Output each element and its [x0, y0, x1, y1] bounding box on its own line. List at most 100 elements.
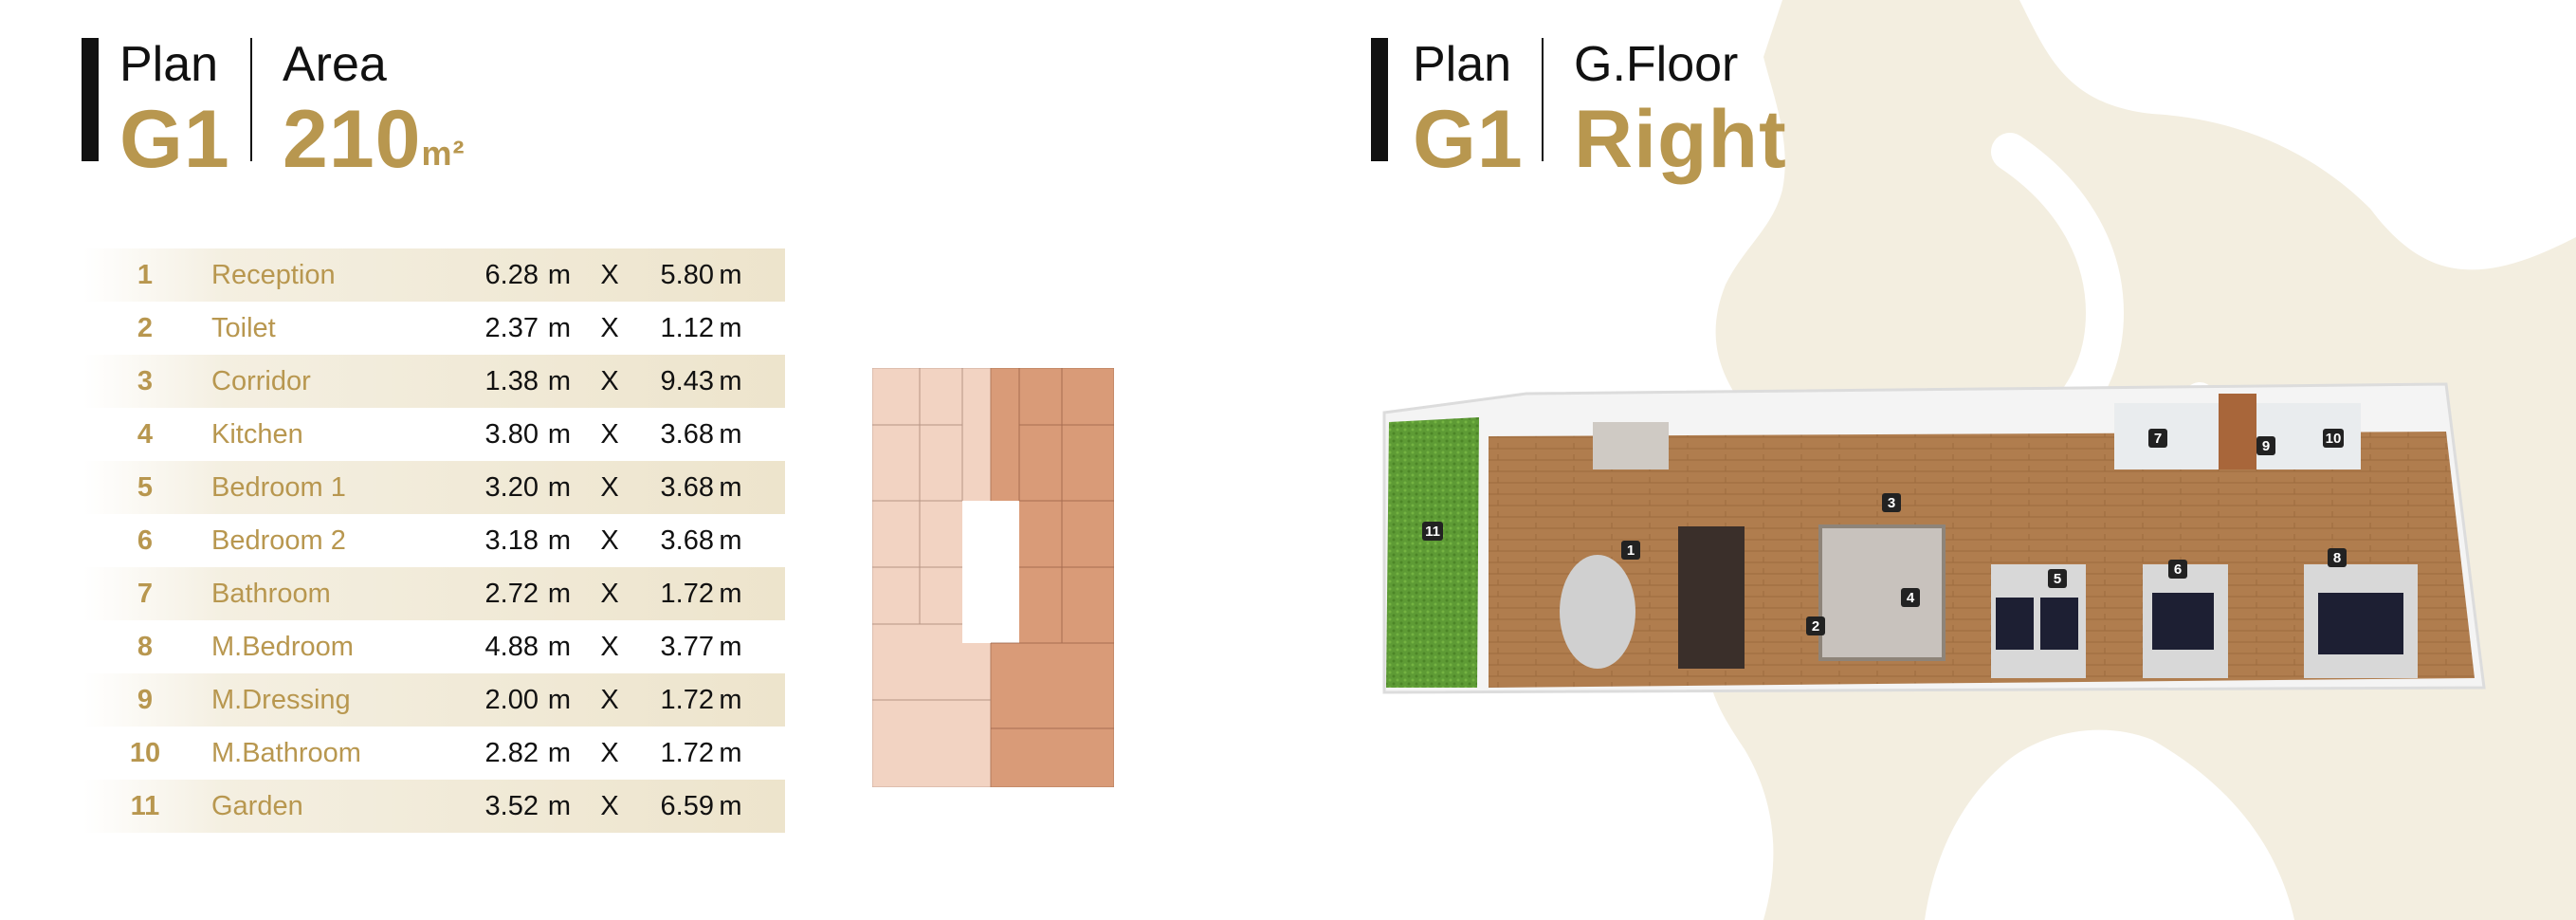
times-sign: X	[600, 419, 619, 450]
plan-value: G1	[1413, 94, 1524, 185]
room-name: M.Dressing	[211, 685, 351, 715]
plan-value: G1	[119, 94, 230, 185]
unit: m	[719, 419, 742, 450]
room-width: 1.38	[484, 366, 539, 396]
times-sign: X	[600, 366, 619, 396]
table-row: 10 M.Bathroom 2.82 m X 1.72 m	[83, 727, 785, 780]
room-number: 9	[137, 685, 154, 715]
room-name: Bedroom 1	[211, 472, 346, 503]
room-name: Reception	[211, 260, 336, 290]
room-number: 11	[130, 791, 160, 821]
room-width: 3.18	[484, 525, 539, 556]
room-width: 2.37	[484, 313, 539, 343]
marker-11: 11	[1425, 524, 1440, 540]
times-sign: X	[600, 313, 619, 343]
unit: m	[547, 791, 572, 821]
room-width: 3.20	[484, 472, 539, 503]
room-name: M.Bathroom	[211, 738, 361, 768]
room-width: 3.80	[484, 419, 539, 450]
unit: m	[547, 685, 572, 715]
room-number: 7	[137, 579, 154, 609]
room-name: Corridor	[211, 366, 311, 396]
marker-1: 1	[1627, 543, 1635, 559]
unit: m	[547, 632, 572, 662]
room-number: 6	[137, 525, 154, 556]
marker-9: 9	[2262, 438, 2270, 454]
room-length: 1.12	[660, 313, 714, 343]
room-name: Garden	[211, 791, 303, 821]
marker-8: 8	[2333, 550, 2341, 566]
plan-label: Plan	[1413, 37, 1512, 92]
times-sign: X	[600, 260, 619, 290]
room-length: 1.72	[660, 685, 714, 715]
room-number: 4	[137, 419, 154, 450]
area-unit: m²	[421, 134, 466, 173]
room-name: Kitchen	[211, 419, 303, 450]
marker-3: 3	[1888, 495, 1895, 511]
marker-10: 10	[2326, 431, 2342, 447]
table-row: 5 Bedroom 1 3.20 m X 3.68 m	[83, 461, 785, 514]
unit: m	[547, 579, 572, 609]
floor-block: G.Floor Right	[1574, 38, 1787, 180]
room-name: Bathroom	[211, 579, 331, 609]
times-sign: X	[600, 579, 619, 609]
plan-block: Plan G1	[1413, 38, 1524, 180]
room-length: 3.68	[660, 419, 714, 450]
floor-label: G.Floor	[1574, 37, 1739, 92]
area-block: Area 210m²	[283, 38, 466, 180]
room-length: 6.59	[660, 791, 714, 821]
room-length: 1.72	[660, 738, 714, 768]
marker-6: 6	[2174, 561, 2182, 578]
room-name: Bedroom 2	[211, 525, 346, 556]
room-length: 3.77	[660, 632, 714, 662]
unit: m	[547, 313, 572, 343]
unit: m	[719, 260, 742, 290]
room-number: 10	[129, 738, 161, 768]
times-sign: X	[600, 525, 619, 556]
plan-block: Plan G1	[119, 38, 230, 180]
times-sign: X	[600, 685, 619, 715]
table-row: 4 Kitchen 3.80 m X 3.68 m	[83, 408, 785, 461]
area-label: Area	[283, 37, 387, 92]
unit: m	[719, 313, 742, 343]
times-sign: X	[600, 632, 619, 662]
unit: m	[719, 472, 742, 503]
room-number: 3	[137, 366, 154, 396]
room-width: 3.52	[484, 791, 539, 821]
table-row: 1 Reception 6.28 m X 5.80 m	[83, 248, 785, 302]
room-number: 5	[137, 472, 154, 503]
table-row: 6 Bedroom 2 3.18 m X 3.68 m	[83, 514, 785, 567]
header-divider	[1542, 38, 1544, 161]
unit: m	[719, 579, 742, 609]
room-number: 1	[137, 260, 154, 290]
rooms-table: 1 Reception 6.28 m X 5.80 m 2 Toilet 2.3…	[83, 248, 785, 833]
key-plan-image	[872, 368, 1114, 787]
header-divider	[250, 38, 252, 161]
room-number: 2	[137, 313, 154, 343]
room-width: 2.82	[484, 738, 539, 768]
room-width: 4.88	[484, 632, 539, 662]
room-width: 2.00	[484, 685, 539, 715]
unit: m	[547, 260, 572, 290]
unit: m	[719, 632, 742, 662]
unit: m	[719, 791, 742, 821]
room-length: 5.80	[660, 260, 714, 290]
unit: m	[719, 366, 742, 396]
plan-label: Plan	[119, 37, 219, 92]
room-markers: 1 2 3 4 5 6 7 8 9 10 11	[1422, 429, 2347, 635]
unit: m	[547, 366, 572, 396]
unit: m	[719, 525, 742, 556]
unit: m	[719, 738, 742, 768]
times-sign: X	[600, 791, 619, 821]
area-value-line: 210m²	[283, 99, 466, 180]
times-sign: X	[600, 738, 619, 768]
table-row: 11 Garden 3.52 m X 6.59 m	[83, 780, 785, 833]
room-length: 3.68	[660, 472, 714, 503]
unit: m	[547, 472, 572, 503]
table-row: 8 M.Bedroom 4.88 m X 3.77 m	[83, 620, 785, 673]
room-width: 2.72	[484, 579, 539, 609]
unit: m	[719, 685, 742, 715]
header-accent-bar	[1371, 38, 1388, 161]
room-name: M.Bedroom	[211, 632, 354, 662]
table-row: 2 Toilet 2.37 m X 1.12 m	[83, 302, 785, 355]
